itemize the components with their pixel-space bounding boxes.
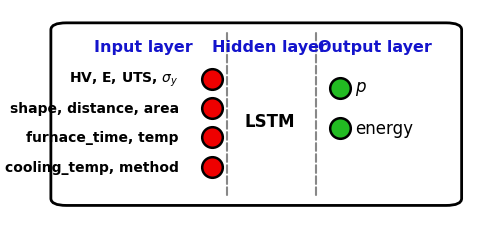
Text: Input layer: Input layer <box>94 40 193 55</box>
Point <box>208 136 216 139</box>
Text: $p$: $p$ <box>355 79 367 97</box>
Point <box>336 127 344 131</box>
Text: HV, E, UTS, $\sigma_y$: HV, E, UTS, $\sigma_y$ <box>69 71 179 89</box>
Point <box>208 107 216 110</box>
Text: cooling_temp, method: cooling_temp, method <box>5 160 179 174</box>
Text: furnace_time, temp: furnace_time, temp <box>26 130 179 144</box>
FancyBboxPatch shape <box>51 24 462 205</box>
Text: LSTM: LSTM <box>244 113 295 131</box>
Text: shape, distance, area: shape, distance, area <box>10 101 179 116</box>
Text: energy: energy <box>355 120 413 138</box>
Text: Output layer: Output layer <box>318 40 432 55</box>
Point <box>208 78 216 81</box>
Point <box>336 86 344 90</box>
Text: Hidden layer: Hidden layer <box>212 40 328 55</box>
Point <box>208 165 216 169</box>
